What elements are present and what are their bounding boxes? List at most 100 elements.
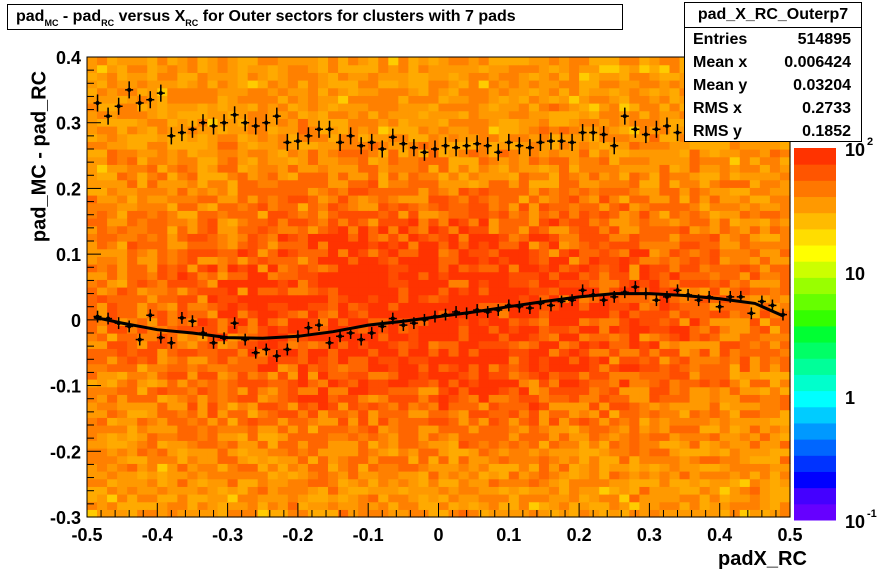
heatmap-cell	[297, 179, 309, 188]
heatmap-cell	[307, 363, 319, 372]
heatmap-cell	[739, 149, 751, 158]
heatmap-cell	[709, 248, 721, 257]
heatmap-cell	[438, 287, 450, 296]
heatmap-cell	[87, 64, 98, 73]
heatmap-cell	[619, 317, 630, 326]
heatmap-cell	[348, 210, 359, 219]
heatmap-cell	[679, 141, 691, 150]
heatmap-cell	[488, 394, 500, 403]
heatmap-cell	[97, 149, 108, 158]
heatmap-cell	[649, 478, 661, 487]
heatmap-cell	[699, 501, 711, 510]
upper-profile-point	[441, 137, 450, 155]
heatmap-cell	[127, 72, 138, 81]
heatmap-cell	[779, 356, 791, 365]
heatmap-cell	[548, 57, 560, 66]
heatmap-cell	[729, 164, 741, 173]
heatmap-cell	[559, 371, 570, 380]
heatmap-cell	[699, 264, 711, 273]
heatmap-cell	[779, 317, 791, 326]
heatmap-cell	[147, 455, 158, 464]
heatmap-cell	[569, 509, 580, 518]
heatmap-cell	[197, 279, 209, 288]
heatmap-cell	[378, 363, 389, 372]
color-scale-exponent: 2	[867, 136, 873, 148]
stats-label: Mean x	[693, 54, 748, 71]
stats-value: 0.006424	[784, 54, 851, 71]
heatmap-cell	[408, 118, 420, 127]
heatmap-cell	[167, 417, 178, 426]
heatmap-cell	[257, 141, 269, 150]
heatmap-cell	[488, 210, 500, 219]
heatmap-cell	[207, 210, 219, 219]
heatmap-cell	[127, 478, 138, 487]
heatmap-cell	[338, 340, 349, 349]
heatmap-cell	[277, 440, 289, 449]
heatmap-cell	[609, 103, 620, 112]
heatmap-cell	[458, 202, 470, 211]
heatmap-cell	[297, 509, 309, 518]
heatmap-cell	[207, 172, 219, 181]
heatmap-cell	[388, 294, 399, 303]
heatmap-cell	[297, 149, 309, 158]
heatmap-cell	[217, 463, 229, 472]
heatmap-cell	[348, 80, 359, 89]
heatmap-cell	[177, 486, 189, 495]
heatmap-cell	[659, 471, 671, 480]
heatmap-cell	[127, 310, 138, 319]
heatmap-cell	[398, 118, 409, 127]
heatmap-cell	[197, 202, 209, 211]
heatmap-cell	[398, 202, 409, 211]
heatmap-cell	[418, 379, 430, 388]
heatmap-cell	[569, 72, 580, 81]
heatmap-cell	[307, 402, 319, 411]
heatmap-cell	[107, 133, 118, 142]
heatmap-cell	[107, 325, 118, 334]
heatmap-cell	[689, 141, 701, 150]
heatmap-cell	[147, 57, 158, 66]
heatmap-cell	[338, 440, 349, 449]
heatmap-cell	[297, 64, 309, 73]
heatmap-cell	[197, 356, 209, 365]
heatmap-cell	[127, 64, 138, 73]
heatmap-cell	[769, 256, 781, 265]
heatmap-cell	[187, 486, 199, 495]
heatmap-cell	[669, 87, 681, 96]
heatmap-cell	[227, 348, 239, 357]
heatmap-cell	[277, 356, 289, 365]
heatmap-cell	[548, 371, 560, 380]
heatmap-cell	[97, 179, 108, 188]
heatmap-cell	[418, 386, 430, 395]
heatmap-cell	[589, 302, 600, 311]
heatmap-cell	[729, 501, 741, 510]
heatmap-cell	[368, 302, 379, 311]
heatmap-cell	[147, 486, 158, 495]
heatmap-cell	[368, 325, 379, 334]
heatmap-cell	[579, 325, 590, 334]
heatmap-cell	[488, 371, 500, 380]
heatmap-cell	[438, 241, 450, 250]
heatmap-cell	[649, 463, 661, 472]
heatmap-cell	[97, 409, 108, 418]
heatmap-cell	[388, 371, 399, 380]
heatmap-cell	[117, 294, 128, 303]
heatmap-cell	[458, 325, 470, 334]
heatmap-cell	[247, 95, 259, 104]
heatmap-cell	[217, 241, 229, 250]
heatmap-cell	[147, 256, 158, 265]
heatmap-cell	[759, 179, 771, 188]
heatmap-cell	[137, 478, 148, 487]
heatmap-cell	[458, 348, 470, 357]
heatmap-cell	[609, 402, 620, 411]
heatmap-cell	[378, 340, 389, 349]
heatmap-cell	[237, 256, 249, 265]
heatmap-cell	[518, 57, 530, 66]
heatmap-cell	[589, 494, 600, 503]
heatmap-cell	[368, 425, 379, 434]
profile-point	[346, 327, 355, 339]
heatmap-cell	[619, 241, 630, 250]
heatmap-cell	[759, 425, 771, 434]
heatmap-cell	[137, 164, 148, 173]
heatmap-cell	[117, 256, 128, 265]
heatmap-cell	[498, 371, 510, 380]
